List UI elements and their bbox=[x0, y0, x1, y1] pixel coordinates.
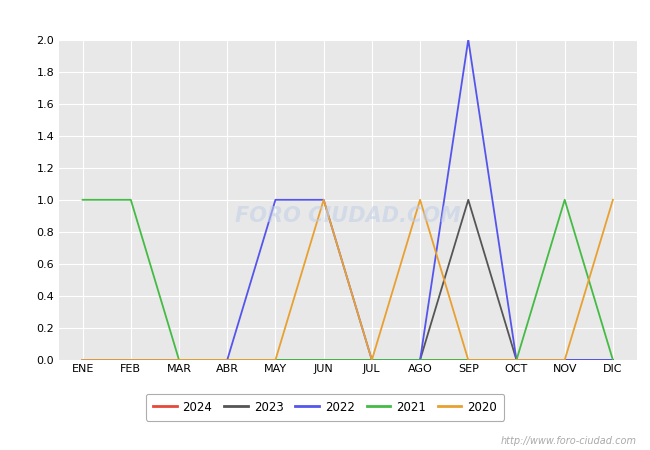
Text: FORO CIUDAD.COM: FORO CIUDAD.COM bbox=[235, 206, 461, 226]
Legend: 2024, 2023, 2022, 2021, 2020: 2024, 2023, 2022, 2021, 2020 bbox=[146, 394, 504, 421]
Text: http://www.foro-ciudad.com: http://www.foro-ciudad.com bbox=[501, 436, 637, 446]
Text: Matriculaciones de Vehiculos en Zamayón: Matriculaciones de Vehiculos en Zamayón bbox=[135, 8, 515, 27]
